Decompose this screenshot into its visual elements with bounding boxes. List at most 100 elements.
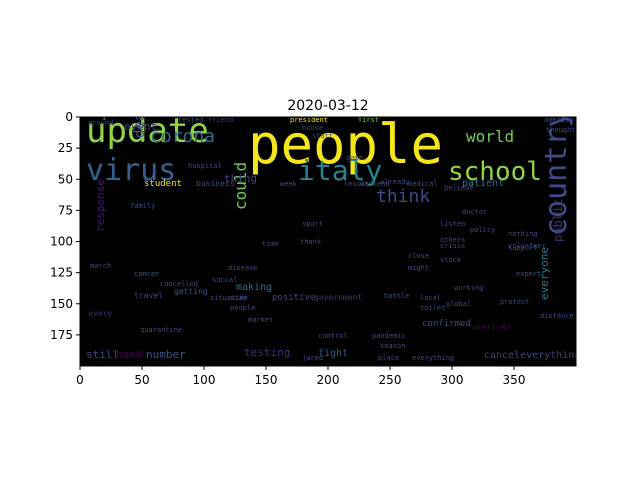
word-layer: pandemicpeopleoutbreakupdateviruscasehea… <box>86 32 580 362</box>
y-tick-label: 175 <box>50 328 73 342</box>
word-testing: testing <box>244 346 290 359</box>
word-social: social <box>212 276 237 284</box>
word-confirmed: confirmed <box>422 319 471 329</box>
word-battle: battle <box>384 292 409 300</box>
x-tick-label: 0 <box>76 373 84 387</box>
x-tick-label: 150 <box>255 373 278 387</box>
word-could: could <box>231 162 250 210</box>
word-response: response <box>94 179 107 232</box>
word-getting: getting <box>174 287 208 296</box>
word-public: public <box>551 199 565 242</box>
word-distance: distance <box>540 312 574 320</box>
word-stock: stock <box>440 256 462 264</box>
word-local: local <box>420 294 441 302</box>
word-every: every <box>88 309 112 318</box>
y-tick-label: 125 <box>50 266 73 280</box>
word-policy: policy <box>470 226 495 234</box>
word-canceleverything: canceleverything <box>484 350 580 361</box>
y-axis: 0 25 50 75 100 125 150 175 <box>50 110 80 342</box>
word-people: people <box>248 113 443 176</box>
word-patient: patient <box>462 178 504 189</box>
word-virus: virus <box>86 153 176 188</box>
word-trump: trump <box>93 32 128 122</box>
word-corona: corona <box>150 126 215 147</box>
word-might: might <box>408 264 429 272</box>
word-stay: stay <box>230 294 247 302</box>
word-president: president <box>290 116 328 124</box>
y-tick-label: 0 <box>65 110 73 124</box>
word-death: death <box>132 96 148 138</box>
word-country: country <box>539 110 574 236</box>
word-tested: tested <box>178 116 203 124</box>
word-first: first <box>358 116 379 124</box>
x-axis: 0 50 100 150 200 250 300 350 <box>76 366 525 387</box>
word-think: think <box>376 186 430 207</box>
word-situation: situation <box>210 294 248 302</box>
word-update: update <box>86 111 209 151</box>
word-student: student <box>144 179 182 189</box>
word-protect: protect <box>500 298 530 306</box>
word-toilet: toilet <box>420 304 445 312</box>
x-tick-label: 350 <box>503 373 526 387</box>
word-thank: thank <box>300 238 322 246</box>
word-positive: positive <box>272 293 315 303</box>
word-support: support <box>508 244 538 252</box>
word-travel: travel <box>134 291 163 300</box>
word-close: close <box>408 252 429 260</box>
x-tick-label: 300 <box>441 373 464 387</box>
word-america: america <box>544 116 574 124</box>
word-government: government <box>314 293 362 302</box>
y-tick-label: 75 <box>58 203 73 217</box>
word-medical: medical <box>408 180 438 188</box>
word-start: start <box>312 132 333 140</box>
word-italy: italy <box>298 154 382 187</box>
y-tick-label: 100 <box>50 235 73 249</box>
word-world: world <box>466 127 514 146</box>
word-others: others <box>440 236 465 244</box>
word-everything: everything <box>412 354 454 362</box>
word-friend: friend <box>208 116 233 124</box>
word-working: working <box>454 284 484 292</box>
word-doctor: doctor <box>462 208 487 216</box>
x-tick-label: 50 <box>134 373 149 387</box>
word-quarantine: quarantine <box>140 326 182 334</box>
chart-title: 2020-03-12 <box>287 98 368 114</box>
word-control: control <box>318 332 348 340</box>
word-game: game <box>346 154 363 162</box>
word-fight: fight <box>318 348 348 359</box>
y-tick-label: 150 <box>50 297 73 311</box>
word-american: american <box>472 323 511 332</box>
x-tick-label: 100 <box>193 373 216 387</box>
word-business: business <box>196 179 235 188</box>
word-family: family <box>130 202 155 210</box>
y-tick-label: 25 <box>58 141 73 155</box>
word-global: global <box>446 300 471 308</box>
word-sport: sport <box>302 220 323 228</box>
plot-area <box>80 117 576 366</box>
word-crisis: crisis <box>440 242 465 250</box>
word-thing: thing <box>224 172 257 185</box>
word-number: number <box>146 348 186 361</box>
x-tick-label: 200 <box>317 373 340 387</box>
word-listen: listen <box>440 220 465 228</box>
word-time: time <box>262 240 279 248</box>
word-cancer: cancer <box>134 270 159 278</box>
word-jared: jared <box>302 354 323 362</box>
word-thought: thought <box>546 126 576 134</box>
word-house: house <box>302 124 323 132</box>
word-already: already <box>380 178 410 186</box>
word-market: market <box>248 316 273 324</box>
y-tick-label: 50 <box>58 172 73 186</box>
word-march: march <box>90 262 111 270</box>
word-result: result <box>344 180 369 188</box>
word-nothing: nothing <box>508 230 538 238</box>
word-pandemic: pandemic <box>372 332 406 340</box>
word-everyone: everyone <box>538 247 551 300</box>
word-believe: believe <box>444 184 474 192</box>
word-season: season <box>380 342 405 350</box>
word-expert: expert <box>516 270 541 278</box>
word-people: people <box>230 304 255 312</box>
word-week: week <box>280 180 298 188</box>
word-school: school <box>448 157 542 187</box>
word-place: place <box>378 354 399 362</box>
